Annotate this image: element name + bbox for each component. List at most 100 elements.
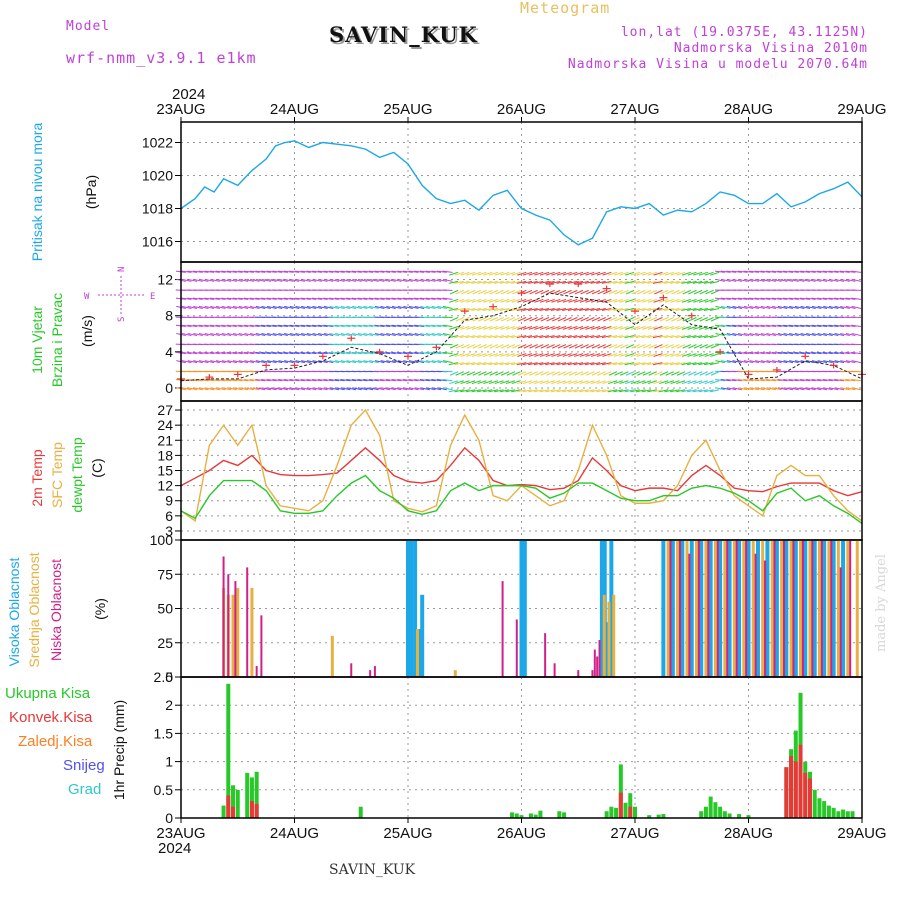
cloud-bar-1 [607,601,611,677]
wind-barb [386,360,396,364]
wind-barb [380,333,391,337]
wind-barb [289,305,300,309]
wind-barb [676,353,686,357]
cloud-bar-2 [839,567,842,677]
wind-barb [380,378,391,382]
wind-barb [659,353,669,357]
wind-barb [687,380,697,385]
wind-barb [499,307,510,312]
wind-barb [323,378,334,382]
wind-barb [529,317,538,322]
wind-barb [210,305,220,309]
precip-bar-0 [249,777,254,818]
cloud-bar-2 [735,540,738,677]
wind-barb [278,278,288,282]
wind-barb [232,351,243,355]
wind-barb [630,298,640,303]
precip-ytick-label: 2 [165,697,173,713]
wind-barb [828,278,839,282]
wind-barb [363,324,374,328]
wind-barb [709,307,720,312]
wind-barb [642,380,652,385]
wind-barb [845,351,856,355]
wind-barb [721,305,731,309]
wind-barb [500,371,510,376]
wind-barb [198,333,209,337]
wind-barb [698,307,708,312]
wind-barb [688,344,697,349]
wind-barb [579,389,589,393]
wind-barb [346,297,357,300]
wind-barb [556,353,567,357]
wind-barb [562,271,572,276]
wind-barb [232,360,243,364]
wind-barb [579,362,589,366]
wind-barb [665,289,674,295]
wind-barb [653,380,663,385]
wind-barb [800,360,811,364]
wind-barb [306,378,317,382]
wind-barb [811,270,822,273]
wind-barb [692,280,703,284]
wind-barb [851,297,862,300]
wind-barb [187,333,198,337]
wind-barb [800,297,811,300]
wind-barb [278,297,288,300]
wind-barb [726,324,737,328]
wind-barb [840,333,850,337]
wind-barb [261,324,271,328]
wind-barb [414,270,425,273]
cloud-bar-2 [596,656,599,677]
wind-barb [545,271,555,276]
wind-barb [601,362,612,366]
wind-barb [704,362,714,366]
wind-barb [619,271,629,276]
wind-barb [596,271,606,276]
wind-barb [448,335,459,339]
wind-barb [635,362,646,366]
precip-bar-0 [727,813,732,818]
wind-barb [534,353,544,357]
wind-barb [647,271,657,276]
wind-barb [516,389,527,393]
wind-barb [408,297,419,300]
wind-barb [652,280,663,284]
wind-barb [516,362,527,366]
precip-bar-0 [538,810,543,818]
wind-barb [682,317,692,322]
wind-barb [647,326,657,330]
wind-barb [511,380,521,385]
wind-barb [436,270,447,273]
wind-barb [664,271,674,276]
wind-barb [591,289,601,295]
temperature-ytick-label: 27 [157,402,173,418]
wind-barb [636,271,646,276]
wind-barb [613,335,623,339]
wind-barb [625,326,635,330]
wind-barb [664,298,674,303]
wind-barb [278,351,288,355]
cloud-bar-2 [726,540,729,677]
wind-barb [226,351,237,355]
wind-barb [648,317,657,322]
cloud-bar-1 [453,670,457,677]
wind-barb [676,298,686,303]
wind-barb [295,324,305,328]
wind-barb [250,278,260,282]
wind-barb [709,280,720,284]
precip-bar-0 [614,807,619,818]
wind-barb [227,387,237,391]
wind-barb [187,278,198,282]
wind-barb [340,305,351,309]
wind-barb [642,271,652,276]
wind-barb [488,280,498,284]
wind-barb [579,298,589,303]
wind-barb [596,335,606,339]
compass-north: N [117,267,127,272]
wind-barb [500,317,510,322]
wind-barb [834,324,845,328]
cloud-bar-1 [723,540,727,677]
wind-barb [550,362,561,366]
wind-barb [295,351,305,355]
cloud-bar-1 [780,540,784,677]
